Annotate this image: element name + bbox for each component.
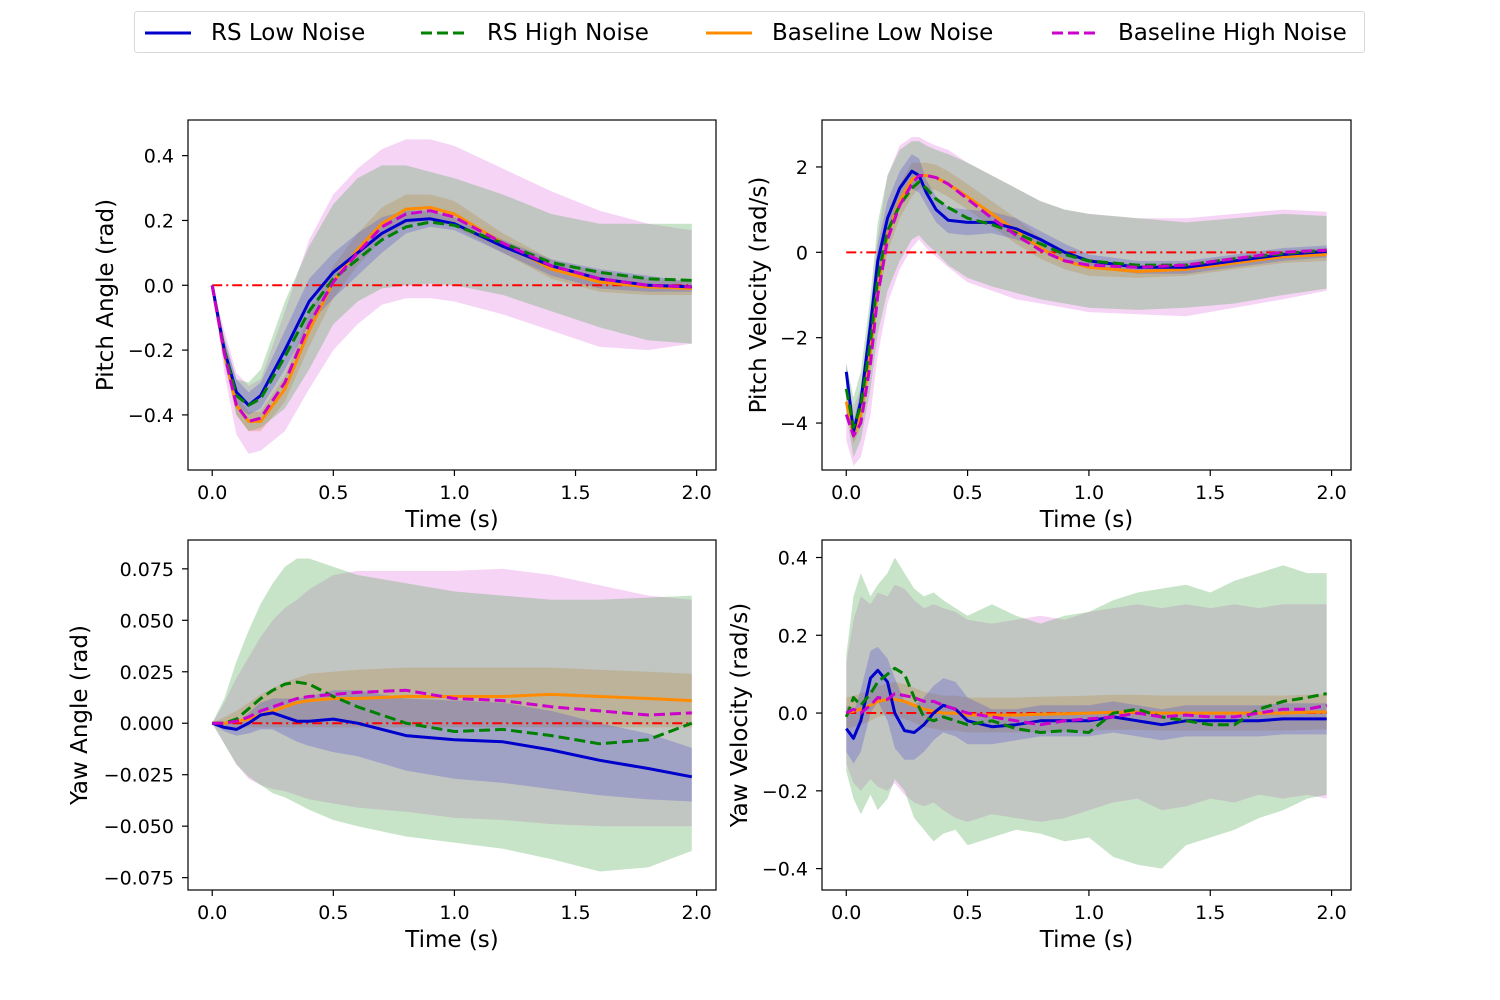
panel-3-y-tick-label: 0.050	[120, 610, 174, 632]
panel-3-x-tick-label: 1.0	[439, 902, 469, 924]
panel-3-y-tick-label: 0.025	[120, 662, 174, 684]
panel-2-line-rs-high-noise	[844, 180, 1327, 429]
panel-3-y-tick-label: −0.050	[104, 816, 174, 838]
panel-1-line-rs-high-noise	[210, 220, 692, 407]
panel-1-y-tick-label: −0.4	[128, 405, 174, 427]
panel-3-x-tick-label: 0.0	[197, 902, 227, 924]
panel-1-axes-frame	[187, 119, 717, 471]
legend-item-baseline-low-noise: Baseline Low Noise	[704, 12, 993, 54]
panel-3-x-tick-label: 0.5	[318, 902, 348, 924]
panel-2-y-tick-label: −4	[780, 413, 808, 435]
panel-1-band-rs-low-noise	[212, 210, 692, 415]
panel-1-line-baseline-low-noise	[210, 206, 692, 423]
panel-2-x-tick-label: 0.0	[831, 482, 861, 504]
panel-4-y-tick-label: 0.4	[778, 548, 808, 570]
panel-3-y-tick-label: −0.075	[104, 868, 174, 890]
panel-2-y-tick-label: 0	[796, 242, 808, 264]
panel-4-line-baseline-low-noise	[845, 697, 1327, 717]
panel-4-x-tick-label: 0.5	[952, 902, 982, 924]
legend-item-rs-high-noise: RS High Noise	[419, 12, 649, 54]
panel-1-x-tick-label: 0.5	[318, 482, 348, 504]
panel-2-x-tick-label: 1.5	[1195, 482, 1225, 504]
panel-3-line-baseline-high-noise	[212, 688, 692, 725]
panel-4-line-baseline-high-noise	[845, 692, 1327, 727]
panel-4-band-baseline-high-noise	[846, 584, 1327, 822]
legend-swatch-rs-low-noise	[145, 31, 191, 35]
panel-3-x-axis-label: Time (s)	[404, 927, 499, 953]
panel-1-y-tick-label: 0.2	[144, 210, 174, 232]
panel-4-y-tick-label: 0.0	[778, 703, 808, 725]
legend-swatch-rs-high-noise	[421, 31, 467, 35]
panel-4-x-tick-label: 2.0	[1316, 902, 1346, 924]
panel-1-x-tick-label: 1.5	[560, 482, 590, 504]
legend-label-baseline-high-noise: Baseline High Noise	[1118, 20, 1347, 46]
panel-4-plot-area	[822, 540, 1351, 890]
panel-2-y-axis-label: Pitch Velocity (rad/s)	[746, 177, 772, 414]
legend-label-baseline-low-noise: Baseline Low Noise	[772, 20, 994, 46]
panel-2-line-rs-low-noise	[844, 169, 1327, 434]
panel-3-band-rs-high-noise	[212, 558, 692, 872]
panel-3-plot-content	[211, 558, 693, 872]
legend-label-rs-low-noise: RS Low Noise	[211, 20, 366, 46]
panel-3-y-tick-label: 0.075	[120, 559, 174, 581]
panel-2-line-baseline-high-noise	[844, 174, 1327, 438]
panel-4-y-axis-label: Yaw Velocity (rad/s)	[727, 603, 753, 828]
panel-2-band-rs-high-noise	[846, 141, 1327, 458]
panel-3-line-rs-high-noise	[212, 680, 693, 746]
panel-3-y-tick-label: 0.000	[120, 713, 174, 735]
panel-4-yaw-velocity-rad-s-chart: 0.0 0.5 1.0 1.5 2.0 −0.4 −0.2 0.0 0.2 0.4 Time (s)…	[727, 539, 1352, 953]
panel-1-x-axis-label: Time (s)	[404, 507, 499, 533]
panel-4-band-rs-low-noise	[846, 646, 1327, 764]
panel-1-y-axis-label: Pitch Angle (rad)	[93, 199, 119, 391]
panel-1-pitch-angle-rad-chart: 0.0 0.5 1.0 1.5 2.0 −0.4 −0.2 0.0 0.2 0.4 Time (s)…	[93, 119, 717, 533]
legend-swatch-baseline-high-noise	[1052, 31, 1098, 35]
panel-2-pitch-velocity-rad-s-chart: 0.0 0.5 1.0 1.5 2.0 −4 −2 0 2 Time (s) Pitch Veloc…	[746, 119, 1352, 533]
panel-1-x-tick-label: 0.0	[197, 482, 227, 504]
panel-2-y-tick-label: −2	[780, 328, 808, 350]
panel-4-x-tick-label: 1.0	[1074, 902, 1104, 924]
panel-1-y-tick-label: −0.2	[128, 340, 174, 362]
panel-1-x-tick-label: 2.0	[682, 482, 712, 504]
panel-3-x-tick-label: 2.0	[682, 902, 712, 924]
legend-swatch-baseline-low-noise	[706, 31, 752, 35]
panel-1-plot-content	[210, 139, 692, 454]
panel-1-band-rs-high-noise	[212, 165, 692, 432]
legend-item-rs-low-noise: RS Low Noise	[143, 12, 365, 54]
legend-item-baseline-high-noise: Baseline High Noise	[1050, 12, 1347, 54]
panel-4-line-rs-high-noise	[844, 666, 1327, 734]
legend: RS Low Noise RS High Noise Baseline Low …	[134, 11, 1365, 53]
panel-2-y-tick-label: 2	[796, 157, 808, 179]
panel-2-x-axis-label: Time (s)	[1039, 507, 1134, 533]
panel-4-x-tick-label: 0.0	[831, 902, 861, 924]
panel-3-line-baseline-low-noise	[212, 692, 692, 725]
panel-1-y-tick-label: 0.4	[144, 146, 174, 168]
panel-4-y-tick-label: −0.4	[762, 859, 808, 881]
panel-2-x-tick-label: 0.5	[952, 482, 982, 504]
panel-2-x-tick-label: 1.0	[1074, 482, 1104, 504]
panel-3-y-tick-label: −0.025	[104, 765, 174, 787]
legend-label-rs-high-noise: RS High Noise	[487, 20, 649, 46]
panel-1-band-baseline-high-noise	[212, 139, 692, 454]
panel-4-plot-content	[844, 557, 1327, 869]
panel-4-y-tick-label: −0.2	[762, 781, 808, 803]
panel-2-x-tick-label: 2.0	[1316, 482, 1346, 504]
panel-2-plot-content	[844, 137, 1327, 466]
panel-1-y-tick-label: 0.0	[144, 275, 174, 297]
panel-3-x-tick-label: 1.5	[560, 902, 590, 924]
panel-4-x-tick-label: 1.5	[1195, 902, 1225, 924]
panel-4-y-tick-label: 0.2	[778, 625, 808, 647]
panel-2-axes-frame	[821, 119, 1352, 471]
panel-1-x-tick-label: 1.0	[439, 482, 469, 504]
panel-3-axes-frame	[187, 539, 717, 891]
panel-1-plot-area	[188, 120, 716, 470]
panel-2-plot-area	[822, 120, 1351, 470]
panel-4-axes-frame	[821, 539, 1352, 891]
panel-3-yaw-angle-rad-chart: 0.0 0.5 1.0 1.5 2.0 −0.075 −0.050 −0.025 0.000 0.…	[67, 539, 717, 953]
panel-4-x-axis-label: Time (s)	[1039, 927, 1134, 953]
panel-1-line-baseline-high-noise	[210, 209, 692, 423]
panel-2-band-rs-low-noise	[846, 154, 1327, 441]
panel-3-line-rs-low-noise	[211, 711, 693, 779]
panel-3-y-axis-label: Yaw Angle (rad)	[67, 625, 93, 806]
